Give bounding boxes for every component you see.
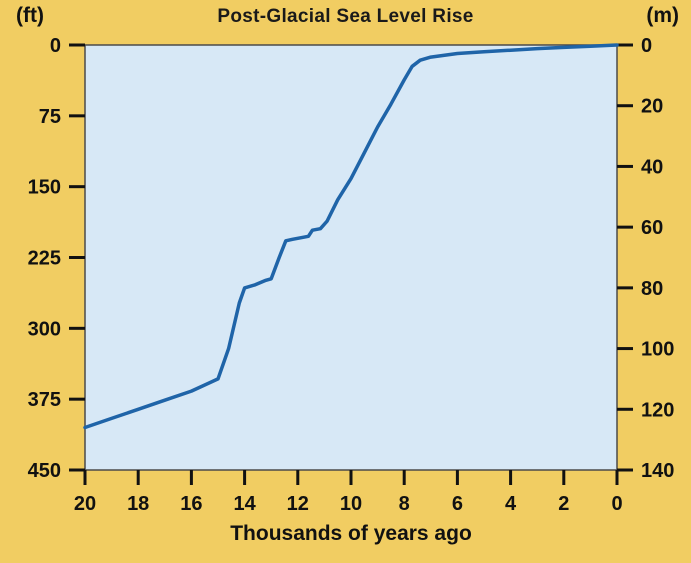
- left-axis-tick-label: 225: [28, 248, 61, 270]
- left-axis-tick-label: 150: [28, 177, 61, 199]
- x-axis-tick-label: 12: [287, 493, 309, 515]
- x-axis-tick-label: 16: [180, 493, 202, 515]
- left-axis-tick-label: 0: [50, 35, 61, 57]
- left-axis-tick-label: 375: [28, 389, 61, 411]
- right-axis-tick-label: 60: [641, 217, 663, 239]
- left-axis-tick-label: 300: [28, 318, 61, 340]
- x-axis-tick-label: 14: [233, 493, 256, 515]
- left-axis-unit-label: (ft): [16, 4, 44, 27]
- x-axis-tick-label: 18: [127, 493, 149, 515]
- x-axis-tick-label: 2: [558, 493, 569, 515]
- x-axis-tick-label: 10: [340, 493, 362, 515]
- left-axis-tick-label: 75: [39, 106, 61, 128]
- right-axis-tick-label: 80: [641, 278, 663, 300]
- right-axis-tick-label: 100: [641, 339, 674, 361]
- left-axis-tick-label: 450: [28, 460, 61, 482]
- right-axis-tick-label: 40: [641, 156, 663, 178]
- x-axis-tick-label: 8: [399, 493, 410, 515]
- right-axis-unit-label: (m): [646, 4, 679, 27]
- x-axis-tick-label: 0: [611, 493, 622, 515]
- right-axis-tick-label: 0: [641, 35, 652, 57]
- chart-title: Post-Glacial Sea Level Rise: [217, 6, 474, 27]
- x-axis-tick-label: 6: [452, 493, 463, 515]
- sea-level-line: [83, 43, 619, 430]
- x-axis-tick-label: 4: [505, 493, 517, 515]
- right-axis-tick-label: 140: [641, 460, 674, 482]
- plot-area: [84, 44, 618, 471]
- x-axis-tick-label: 20: [74, 493, 96, 515]
- right-axis-tick-label: 120: [641, 399, 674, 421]
- right-axis-tick-label: 20: [641, 96, 663, 118]
- x-axis-label: Thousands of years ago: [230, 522, 472, 545]
